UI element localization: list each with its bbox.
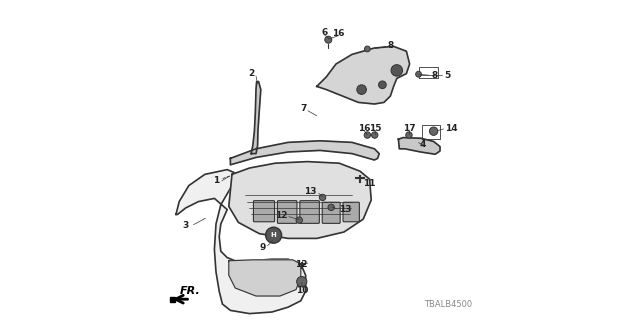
Text: 5: 5: [444, 71, 451, 80]
Text: FR.: FR.: [180, 286, 200, 296]
Circle shape: [297, 276, 307, 287]
Text: 10: 10: [296, 286, 308, 295]
Polygon shape: [229, 162, 371, 238]
Circle shape: [328, 204, 335, 211]
Text: 13: 13: [304, 188, 317, 196]
FancyBboxPatch shape: [278, 201, 297, 223]
Text: 15: 15: [369, 124, 382, 132]
Text: 12: 12: [275, 211, 287, 220]
Circle shape: [406, 132, 412, 138]
Circle shape: [296, 217, 302, 223]
Circle shape: [379, 81, 386, 89]
Circle shape: [416, 71, 422, 77]
Text: 7: 7: [301, 104, 307, 113]
Text: 16: 16: [332, 29, 344, 38]
Polygon shape: [230, 141, 380, 165]
Text: 17: 17: [403, 124, 415, 132]
Circle shape: [325, 36, 332, 43]
Polygon shape: [170, 297, 175, 302]
FancyBboxPatch shape: [323, 202, 340, 223]
Text: 9: 9: [259, 243, 266, 252]
Circle shape: [364, 132, 371, 138]
Text: 14: 14: [445, 124, 458, 133]
FancyBboxPatch shape: [300, 201, 319, 223]
Text: 1: 1: [213, 176, 219, 185]
Polygon shape: [317, 46, 410, 104]
Text: 8: 8: [388, 41, 394, 50]
Text: 8: 8: [431, 71, 438, 80]
Text: TBALB4500: TBALB4500: [424, 300, 472, 309]
Text: 3: 3: [182, 221, 189, 230]
Polygon shape: [398, 138, 440, 154]
Polygon shape: [251, 82, 261, 154]
Text: 2: 2: [248, 69, 254, 78]
FancyBboxPatch shape: [343, 202, 360, 222]
Polygon shape: [229, 260, 301, 296]
Text: 13: 13: [339, 205, 351, 214]
Text: H: H: [271, 232, 276, 238]
Text: 16: 16: [358, 124, 371, 132]
Circle shape: [429, 127, 438, 135]
Circle shape: [391, 65, 403, 76]
Circle shape: [319, 194, 326, 201]
Circle shape: [365, 46, 370, 52]
FancyBboxPatch shape: [253, 201, 275, 222]
Polygon shape: [176, 170, 306, 314]
Circle shape: [266, 227, 282, 243]
Circle shape: [372, 132, 378, 138]
Text: 11: 11: [362, 179, 375, 188]
Text: 6: 6: [321, 28, 327, 36]
Text: 4: 4: [419, 140, 426, 149]
Circle shape: [357, 85, 367, 94]
Text: 12: 12: [295, 260, 308, 269]
